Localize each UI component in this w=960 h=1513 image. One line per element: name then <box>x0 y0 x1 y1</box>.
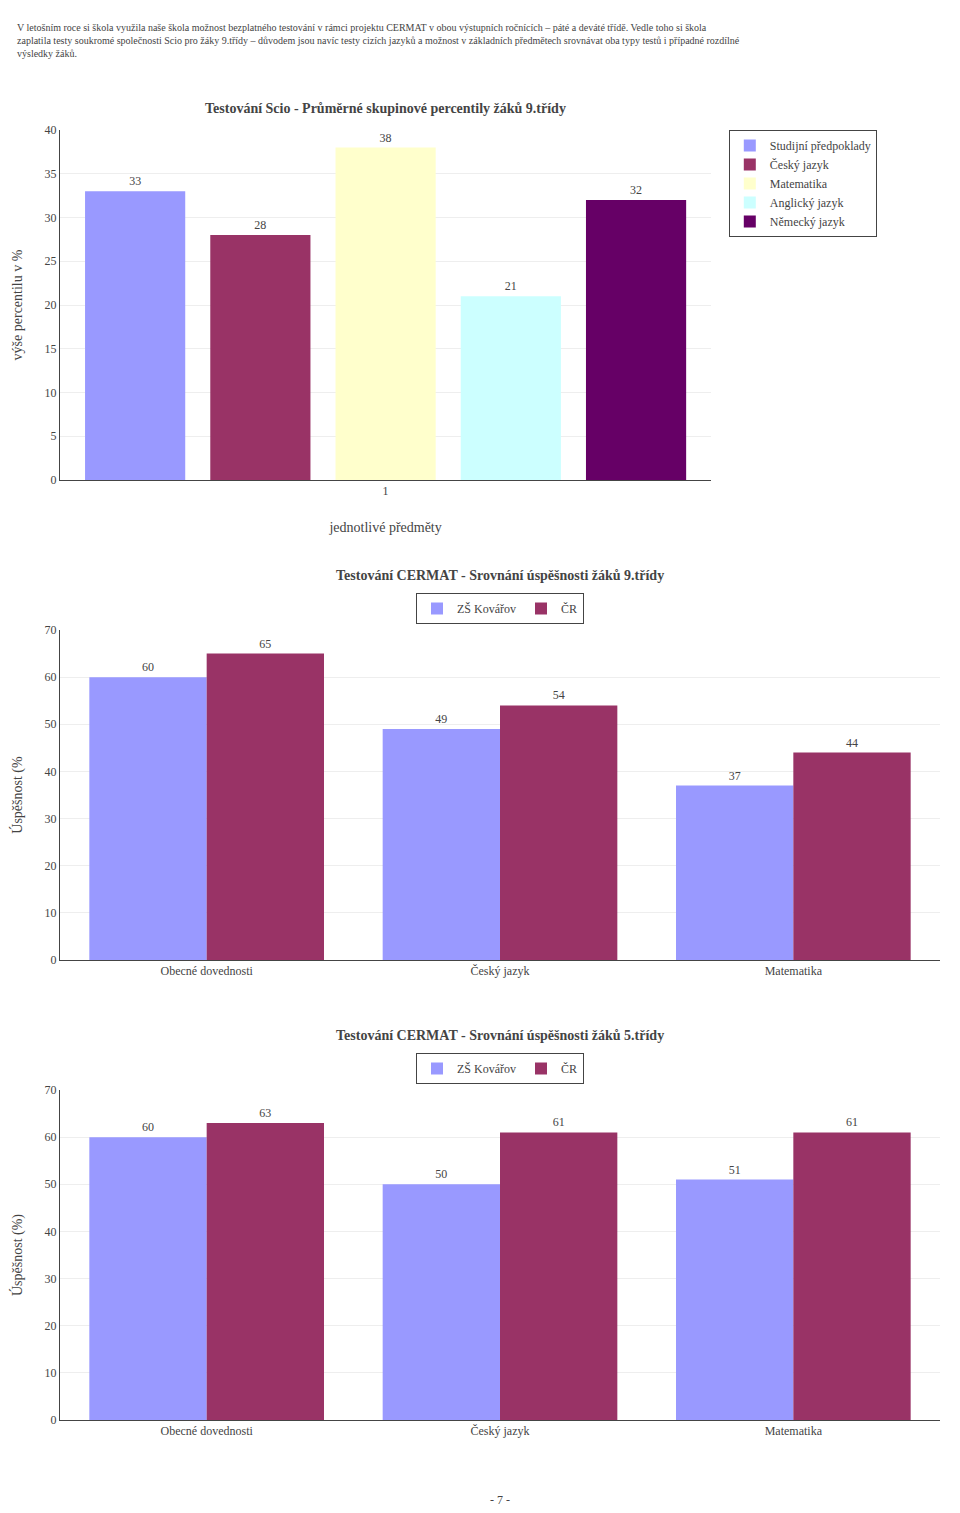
svg-text:25: 25 <box>45 254 57 268</box>
svg-text:32: 32 <box>630 183 642 197</box>
svg-text:54: 54 <box>553 688 565 702</box>
svg-text:Český jazyk: Český jazyk <box>471 1424 530 1438</box>
svg-text:výše percentilu v %: výše percentilu v % <box>10 249 25 360</box>
svg-text:- 7 -: - 7 - <box>490 1493 510 1507</box>
svg-text:20: 20 <box>45 298 57 312</box>
svg-text:60: 60 <box>142 1120 154 1134</box>
svg-text:44: 44 <box>846 736 858 750</box>
svg-text:Český jazyk: Český jazyk <box>471 964 530 978</box>
svg-text:15: 15 <box>45 342 57 356</box>
svg-text:10: 10 <box>45 1366 57 1380</box>
svg-text:40: 40 <box>45 765 57 779</box>
svg-text:30: 30 <box>45 812 57 826</box>
svg-text:65: 65 <box>259 637 271 651</box>
svg-text:50: 50 <box>435 1167 447 1181</box>
svg-text:0: 0 <box>51 953 57 967</box>
svg-text:33: 33 <box>129 174 141 188</box>
svg-text:28: 28 <box>254 218 266 232</box>
svg-text:61: 61 <box>846 1115 858 1129</box>
svg-text:30: 30 <box>45 1272 57 1286</box>
svg-text:20: 20 <box>45 1319 57 1333</box>
svg-text:Matematika: Matematika <box>770 177 828 191</box>
svg-text:Anglický jazyk: Anglický jazyk <box>770 196 844 210</box>
svg-text:Německý jazyk: Německý jazyk <box>770 215 845 229</box>
svg-text:10: 10 <box>45 906 57 920</box>
svg-text:Úspěšnost (%: Úspěšnost (% <box>9 756 26 834</box>
svg-text:60: 60 <box>45 670 57 684</box>
svg-text:50: 50 <box>45 717 57 731</box>
svg-text:jednotlivé předměty: jednotlivé předměty <box>328 520 441 535</box>
svg-text:0: 0 <box>51 473 57 487</box>
svg-text:70: 70 <box>45 623 57 637</box>
svg-text:40: 40 <box>45 123 57 137</box>
svg-text:Matematika: Matematika <box>765 1424 823 1438</box>
svg-text:Studijní předpoklady: Studijní předpoklady <box>770 139 871 153</box>
svg-text:ZŠ Kovářov: ZŠ Kovářov <box>457 1062 516 1076</box>
svg-text:38: 38 <box>380 131 392 145</box>
svg-text:5: 5 <box>51 429 57 443</box>
svg-text:Testování Scio - Průměrné skup: Testování Scio - Průměrné skupinové perc… <box>205 101 566 116</box>
svg-text:63: 63 <box>259 1106 271 1120</box>
svg-text:10: 10 <box>45 386 57 400</box>
svg-text:21: 21 <box>505 279 517 293</box>
svg-text:1: 1 <box>383 484 389 498</box>
svg-text:Obecné dovednosti: Obecné dovednosti <box>161 1424 254 1438</box>
svg-text:Testování CERMAT - Srovnání ús: Testování CERMAT - Srovnání úspěšnosti ž… <box>336 1028 664 1043</box>
svg-text:Český jazyk: Český jazyk <box>770 158 829 172</box>
svg-text:40: 40 <box>45 1225 57 1239</box>
svg-text:20: 20 <box>45 859 57 873</box>
svg-text:37: 37 <box>729 769 741 783</box>
svg-text:70: 70 <box>45 1083 57 1097</box>
svg-text:35: 35 <box>45 167 57 181</box>
svg-text:Obecné dovednosti: Obecné dovednosti <box>161 964 254 978</box>
svg-text:50: 50 <box>45 1177 57 1191</box>
svg-text:Testování CERMAT - Srovnání ús: Testování CERMAT - Srovnání úspěšnosti ž… <box>336 568 664 583</box>
svg-text:60: 60 <box>142 660 154 674</box>
svg-text:49: 49 <box>435 712 447 726</box>
svg-text:ČR: ČR <box>561 1062 577 1076</box>
svg-text:ČR: ČR <box>561 602 577 616</box>
svg-text:30: 30 <box>45 211 57 225</box>
svg-text:ZŠ Kovářov: ZŠ Kovářov <box>457 602 516 616</box>
svg-text:Úspěšnost (%): Úspěšnost (%) <box>9 1214 26 1296</box>
svg-text:Matematika: Matematika <box>765 964 823 978</box>
svg-text:V letošním roce si škola využi: V letošním roce si škola využila naše šk… <box>17 22 740 59</box>
svg-text:61: 61 <box>553 1115 565 1129</box>
svg-text:60: 60 <box>45 1130 57 1144</box>
svg-text:0: 0 <box>51 1413 57 1427</box>
svg-text:51: 51 <box>729 1163 741 1177</box>
